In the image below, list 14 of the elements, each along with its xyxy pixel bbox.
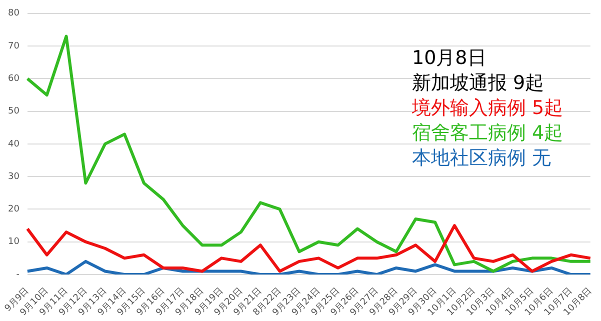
annotation: 境外输入病例 5起 (412, 96, 564, 121)
y-tick-label: - (16, 270, 20, 280)
y-tick-label: 80 (8, 8, 20, 19)
y-tick-label: 10 (8, 237, 20, 248)
y-tick-label: 30 (8, 172, 20, 182)
annotation: 10月8日 (412, 46, 488, 71)
y-tick-label: 40 (8, 139, 20, 150)
y-tick-label: 70 (8, 41, 20, 52)
annotation: 本地社区病例 无 (412, 146, 552, 171)
y-tick-label: 60 (8, 74, 20, 84)
y-tick-label: 50 (8, 106, 20, 117)
annotation: 新加坡通报 9起 (412, 71, 546, 96)
annotation: 宿舍客工病例 4起 (412, 121, 564, 146)
y-tick-label: 20 (8, 204, 20, 215)
